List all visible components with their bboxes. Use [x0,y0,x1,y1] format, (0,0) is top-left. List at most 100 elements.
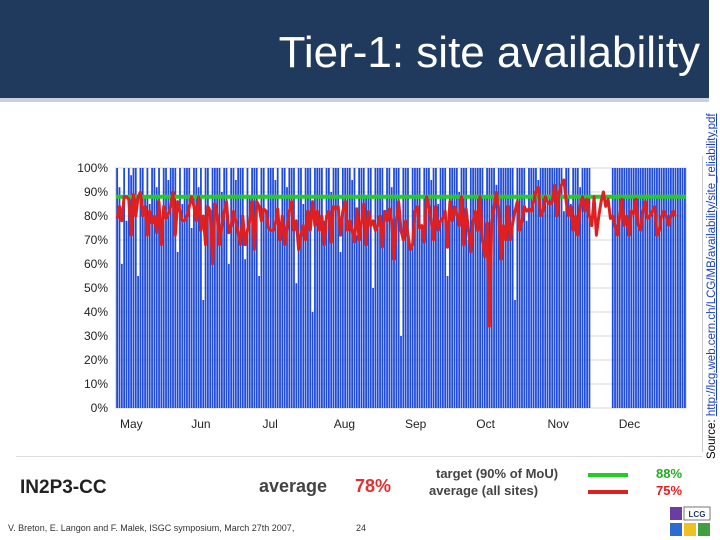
availability-bar [439,168,442,408]
availability-bar [672,168,675,408]
availability-bar [630,168,633,408]
availability-bar [379,168,381,408]
availability-bar [372,288,374,408]
y-tick-label: 40% [84,305,108,319]
availability-bar [546,168,549,408]
availability-bar [579,187,582,408]
availability-bar [528,168,530,408]
availability-bar [472,168,475,408]
availability-bar [469,168,472,408]
availability-bar [383,211,386,408]
availability-bar [272,168,274,408]
availability-bar [453,168,456,408]
availability-bar [239,168,242,408]
availability-bar [393,168,395,408]
availability-bar [458,192,461,408]
availability-bar [244,259,247,408]
availability-bar [204,168,207,408]
availability-bar [190,228,193,408]
availability-bar [500,168,502,408]
availability-bar [497,168,500,408]
availability-bar [618,168,621,408]
x-tick-label: Jul [263,417,278,431]
availability-bar [216,168,219,408]
availability-bar [437,204,440,408]
availability-bar [637,168,640,408]
availability-bar [362,168,365,408]
availability-bar [248,196,251,408]
availability-bar [353,168,356,408]
availability-bar [642,168,644,408]
availability-bar [309,168,312,408]
availability-bar [614,168,616,408]
source-prefix: Source: [706,416,718,459]
availability-bar [539,168,542,408]
availability-bar [120,264,123,408]
availability-bar [297,168,300,408]
availability-bar [116,168,119,408]
availability-bar [279,240,281,408]
availability-bar [509,168,512,408]
availability-bar [621,168,623,408]
y-tick-label: 0% [91,401,109,415]
availability-bar [281,168,284,408]
availability-bar [474,168,477,408]
source-link[interactable]: http://lcg.web.cern.ch/LCG/MB/availabili… [706,113,718,417]
availability-bar [588,168,591,408]
availability-bar [632,168,635,408]
availability-bar [414,168,416,408]
y-tick-label: 90% [84,185,108,199]
availability-bar [283,168,286,408]
availability-bar [118,187,121,408]
availability-bar [423,168,426,408]
availability-bar [330,192,333,408]
availability-bar [669,168,672,408]
availability-bar [683,168,686,408]
availability-bar [502,168,505,408]
availability-bar [574,168,577,408]
availability-bar [516,168,519,408]
availability-bar [218,168,221,408]
availability-bar [227,264,230,408]
availability-bar [448,168,451,408]
availability-bar [663,168,665,408]
y-tick-label: 80% [84,209,108,223]
x-tick-label: Oct [476,417,495,431]
availability-bar [139,168,142,408]
availability-bar [518,168,521,408]
availability-bar [397,168,400,408]
availability-bar [576,168,579,408]
source-note: Source: http://lcg.web.cern.ch/LCG/MB/av… [706,113,718,459]
availability-bar [676,168,679,408]
availability-bar [542,168,544,408]
availability-bar [400,336,402,408]
footer-credit: V. Breton, E. Langon and F. Malek, ISGC … [8,523,295,533]
availability-bar [209,216,212,408]
availability-bar [155,187,158,408]
availability-bar [127,168,130,408]
availability-bar [151,168,153,408]
availability-bar [137,276,139,408]
availability-bar [467,240,470,408]
availability-bar [404,168,407,408]
availability-bar [211,168,214,408]
availability-bar [562,211,565,408]
availability-bar [202,300,205,408]
availability-bar [132,168,135,408]
availability-bar [165,168,167,408]
x-tick-label: Dec [619,417,640,431]
availability-bar [172,168,174,408]
y-tick-label: 20% [84,353,108,367]
availability-bar [286,187,288,408]
availability-bar [616,168,619,408]
availability-bar [195,168,198,408]
page-number: 24 [356,523,367,533]
availability-bar [167,180,170,408]
availability-bar [290,168,293,408]
availability-bar [255,168,258,408]
y-tick-label: 70% [84,233,108,247]
availability-bar [253,168,256,408]
availability-bar [525,220,528,408]
availability-bar [583,168,586,408]
availability-bar [153,168,156,408]
